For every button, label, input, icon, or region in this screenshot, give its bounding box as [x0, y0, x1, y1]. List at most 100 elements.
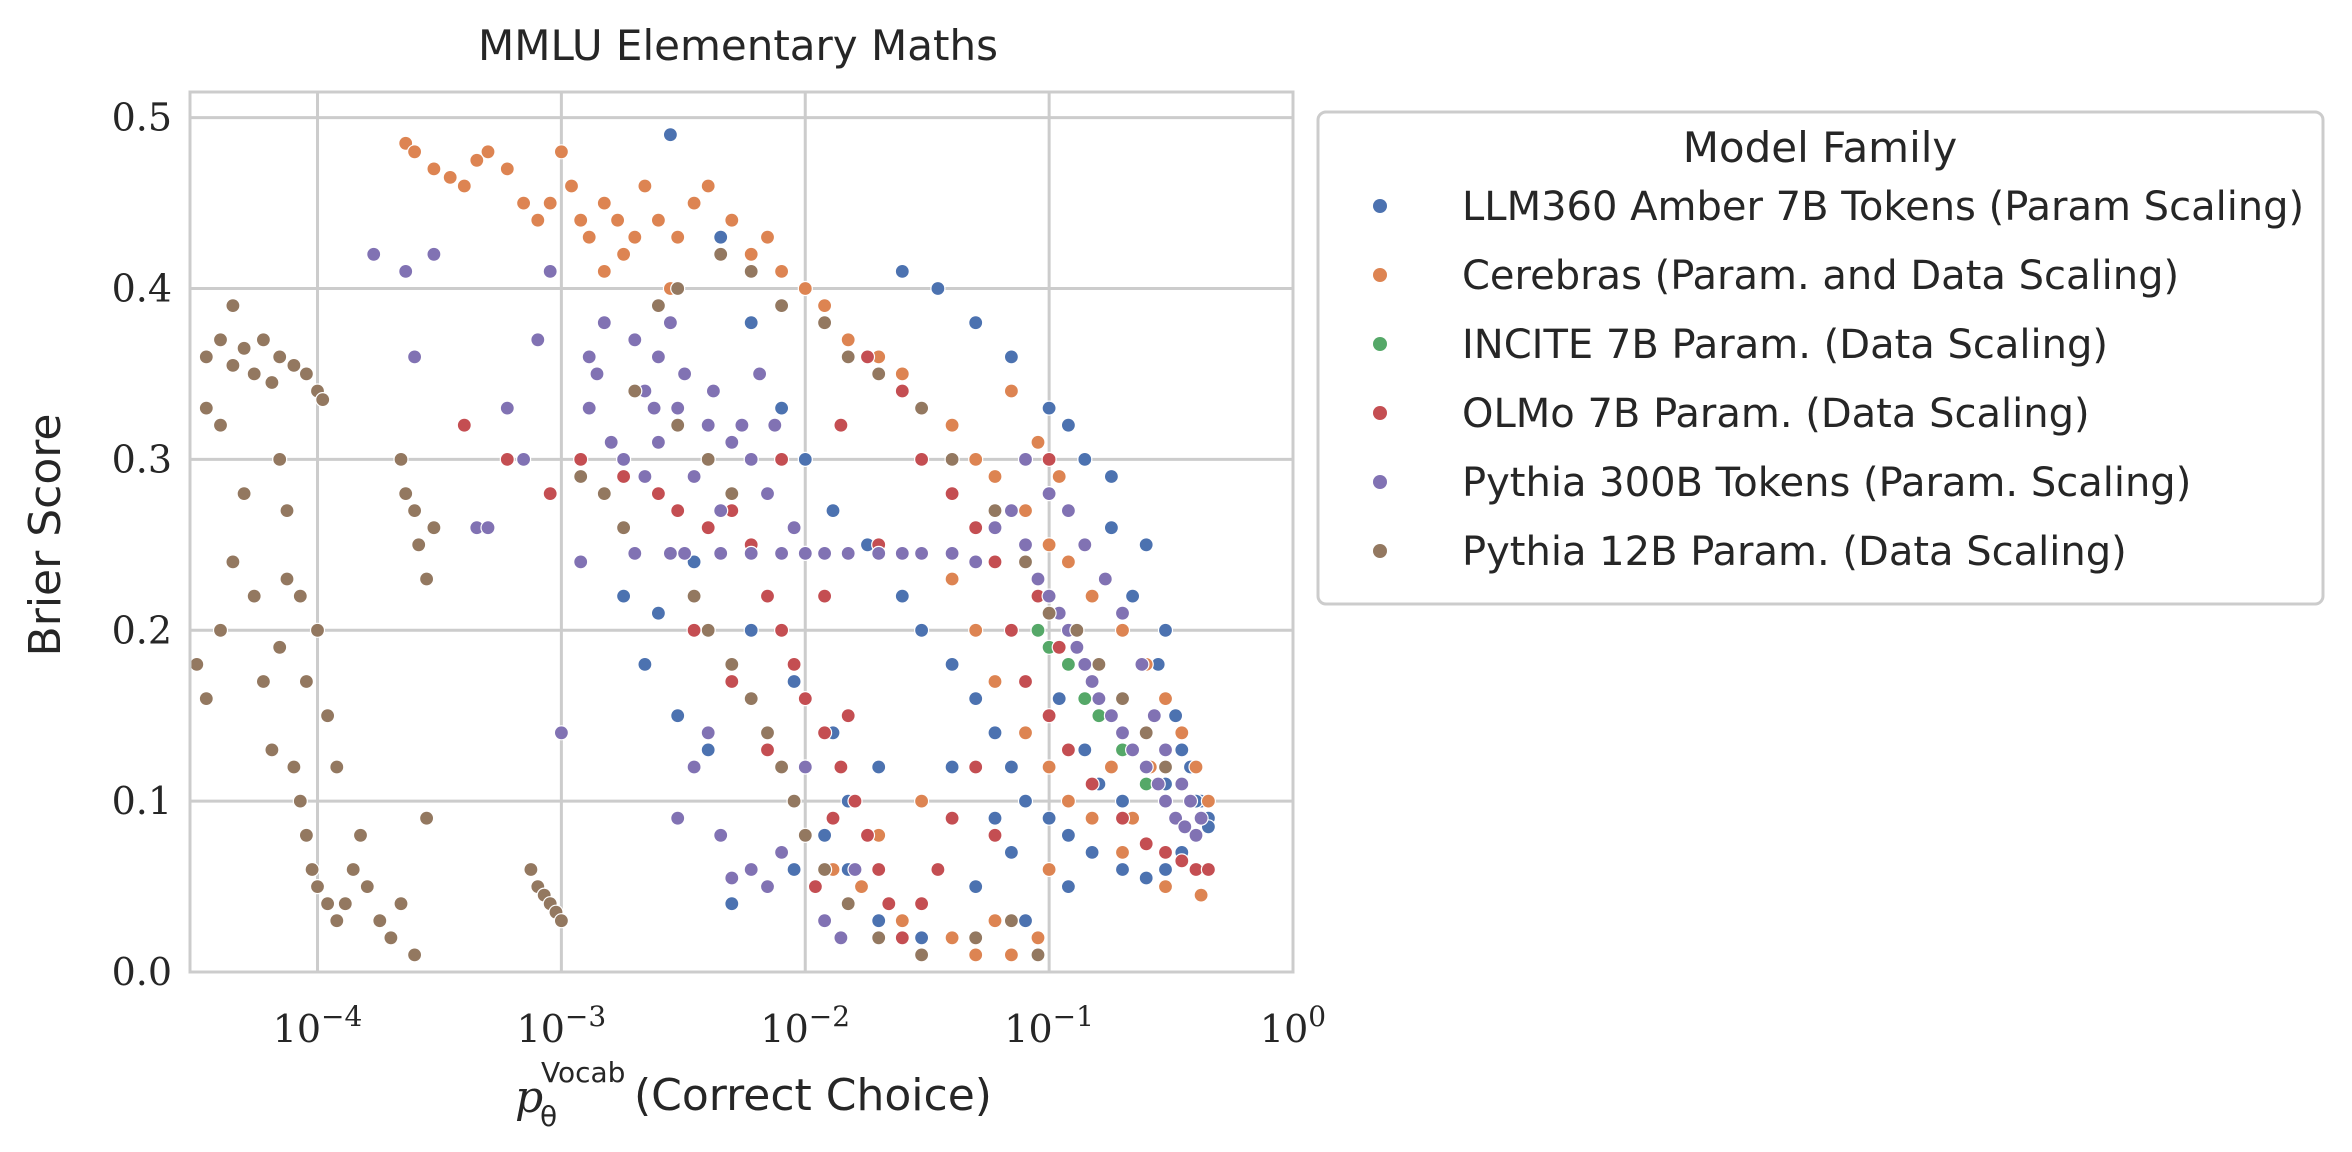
data-point: [309, 622, 326, 638]
data-point: [1114, 605, 1131, 621]
data-point: [662, 545, 679, 562]
data-point: [225, 357, 241, 373]
data-point: [1103, 708, 1120, 724]
data-point: [700, 417, 716, 433]
data-point: [1041, 861, 1057, 878]
data-point: [987, 810, 1003, 826]
data-point: [286, 759, 302, 775]
data-point: [700, 622, 716, 638]
data-point: [797, 280, 813, 297]
data-point: [603, 434, 619, 450]
data-point: [1091, 656, 1107, 673]
data-point: [1077, 451, 1093, 467]
data-point: [1138, 537, 1154, 553]
data-point: [419, 571, 435, 587]
data-point: [1114, 844, 1131, 861]
data-point: [944, 486, 960, 502]
data-point: [1017, 451, 1034, 467]
x-tick-label: 10−3: [517, 1000, 607, 1051]
data-point: [1157, 759, 1174, 775]
data-point: [1077, 656, 1093, 673]
data-point: [816, 861, 833, 878]
data-point: [743, 246, 759, 262]
data-point: [913, 451, 930, 467]
data-point: [298, 673, 314, 690]
data-point: [292, 793, 308, 809]
data-point: [419, 810, 435, 826]
data-point: [786, 861, 802, 878]
data-point: [797, 759, 813, 775]
data-point: [724, 656, 740, 673]
data-point: [553, 144, 570, 160]
data-point: [676, 545, 693, 562]
data-point: [553, 725, 570, 741]
data-point: [627, 229, 643, 245]
data-point: [1051, 639, 1067, 655]
data-point: [871, 913, 887, 929]
data-point: [686, 588, 702, 604]
data-point: [1051, 690, 1067, 707]
data-point: [1060, 554, 1077, 570]
data-point: [833, 417, 849, 433]
data-point: [743, 861, 759, 878]
data-point: [515, 195, 532, 211]
data-point: [816, 298, 833, 314]
data-point: [968, 690, 984, 707]
data-point: [542, 486, 558, 502]
x-axis-label: p θ Vocab (Correct Choice): [515, 1056, 992, 1133]
data-point: [1017, 913, 1034, 929]
data-point: [255, 332, 271, 348]
data-point: [773, 451, 790, 467]
data-point: [700, 725, 716, 741]
data-point: [894, 913, 910, 929]
data-point: [530, 332, 546, 348]
x-axis-label-subscript: θ: [540, 1100, 557, 1133]
data-point: [189, 656, 205, 673]
data-point: [1138, 836, 1154, 852]
data-point: [840, 896, 856, 912]
data-point: [670, 810, 686, 826]
data-point: [816, 913, 833, 929]
data-point: [705, 383, 722, 399]
data-point: [615, 588, 632, 604]
data-point: [650, 349, 667, 365]
data-point: [1084, 844, 1100, 861]
y-tick-labels: 0.0 0.1 0.2 0.3 0.4 0.5: [112, 96, 172, 994]
data-point: [840, 332, 856, 348]
data-point: [786, 793, 802, 809]
data-point: [797, 690, 813, 707]
legend-label: Pythia 300B Tokens (Param. Scaling): [1462, 460, 2191, 506]
data-point: [456, 178, 472, 194]
data-point: [913, 793, 930, 809]
data-point: [246, 366, 262, 382]
x-tick-label: 10−2: [760, 1000, 850, 1051]
data-point: [913, 400, 930, 416]
y-tick-label: 0.2: [112, 608, 172, 652]
data-point: [523, 861, 539, 878]
data-point: [724, 896, 740, 912]
data-point: [398, 486, 414, 502]
y-axis-label: Brier Score: [20, 414, 71, 657]
data-point: [968, 930, 984, 946]
data-point: [1077, 742, 1093, 758]
data-point: [372, 913, 388, 929]
data-point: [944, 545, 960, 562]
data-point: [609, 212, 626, 228]
data-point: [1060, 656, 1077, 673]
legend-entry: Cerebras (Param. and Data Scaling): [1373, 253, 2179, 299]
data-point: [987, 725, 1003, 741]
data-point: [767, 417, 783, 433]
data-point: [542, 263, 558, 279]
data-point: [894, 263, 910, 279]
data-point: [581, 400, 597, 416]
data-point: [1114, 725, 1131, 741]
data-point: [1003, 844, 1020, 861]
data-point: [1167, 708, 1184, 724]
data-point: [1157, 690, 1174, 707]
data-point: [352, 827, 369, 843]
data-point: [1041, 605, 1057, 621]
data-point: [1182, 793, 1199, 809]
data-point: [615, 246, 632, 262]
data-point: [670, 708, 686, 724]
data-point: [573, 554, 589, 570]
